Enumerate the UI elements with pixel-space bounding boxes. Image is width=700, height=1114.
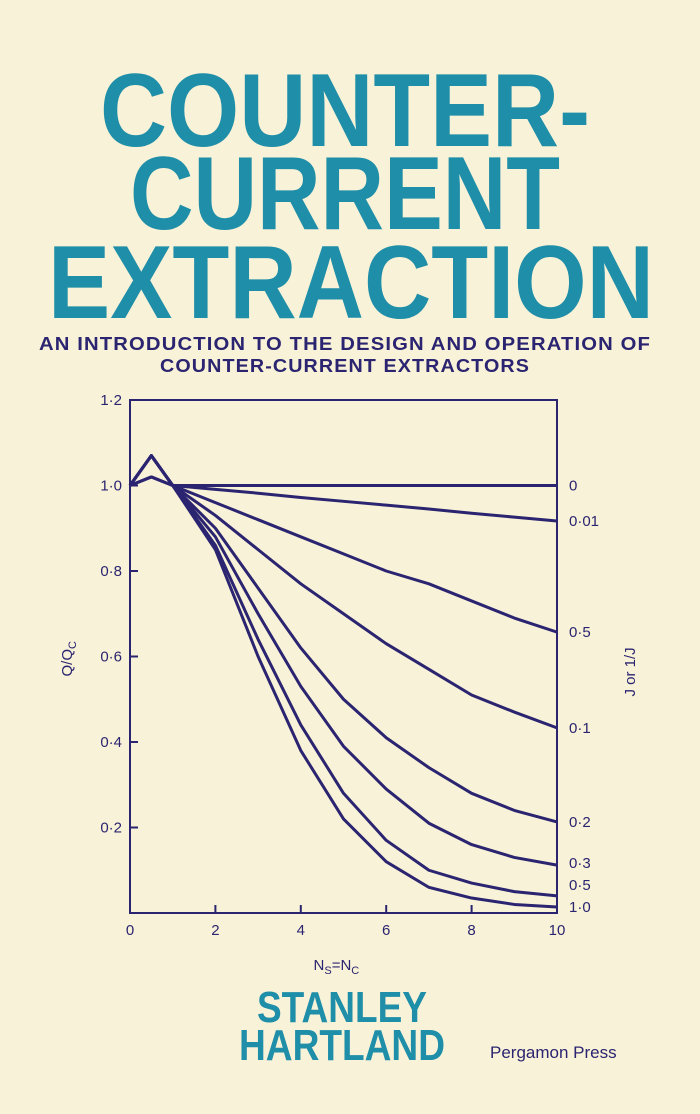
publisher: Pergamon Press: [490, 1043, 617, 1062]
x-tick-label: 8: [467, 922, 475, 939]
title-line: EXTRACTION: [48, 225, 654, 341]
curve-label: 0·5: [569, 877, 591, 894]
subtitle: AN INTRODUCTION TO THE DESIGN AND OPERAT…: [39, 334, 651, 354]
curve-label: 0·2: [569, 814, 591, 831]
x-label-part: C: [351, 965, 359, 977]
y-tick-label: 1·2: [100, 392, 122, 409]
x-tick-label: 10: [549, 922, 566, 939]
curve-label: 0: [569, 478, 577, 495]
x-tick-label: 4: [297, 922, 305, 939]
x-axis-label: NS=NC: [314, 957, 360, 977]
curve: [129, 475, 558, 523]
y-tick-label: 1·0: [100, 478, 122, 495]
y-tick-label: 0·8: [100, 563, 122, 580]
x-tick-label: 6: [382, 922, 390, 939]
curve-label: 0·01: [569, 513, 599, 530]
curve-label: 0·1: [569, 720, 591, 737]
subtitle: COUNTER-CURRENT EXTRACTORS: [160, 356, 530, 376]
y-label-part: C: [67, 641, 79, 649]
author: HARTLAND: [239, 1021, 445, 1070]
plot-frame: [129, 399, 558, 914]
curve: [129, 475, 557, 487]
y-tick-label: 0·6: [100, 649, 122, 666]
curve-label: 0·5: [569, 624, 591, 641]
curve: [128, 454, 558, 909]
y2-axis-label: J or 1/J: [622, 647, 639, 696]
y-tick-label: 0·4: [100, 734, 122, 751]
curve: [128, 454, 558, 730]
curve: [128, 454, 558, 634]
y-label-part: Q/Q: [59, 649, 76, 677]
author: STANLEY: [257, 983, 427, 1032]
x-tick-label: 2: [211, 922, 219, 939]
title-line: COUNTER-: [100, 53, 590, 169]
x-label-part: =N: [332, 957, 352, 974]
curve-label: 1·0: [569, 899, 591, 916]
curve: [128, 454, 558, 898]
title-line: CURRENT: [130, 136, 560, 252]
x-label-part: N: [314, 957, 325, 974]
x-tick-label: 0: [126, 922, 134, 939]
y-axis-label: Q/QC: [59, 641, 79, 677]
y-tick-label: 0·2: [100, 820, 122, 837]
x-label-part: S: [324, 965, 331, 977]
curve-label: 0·3: [569, 855, 591, 872]
